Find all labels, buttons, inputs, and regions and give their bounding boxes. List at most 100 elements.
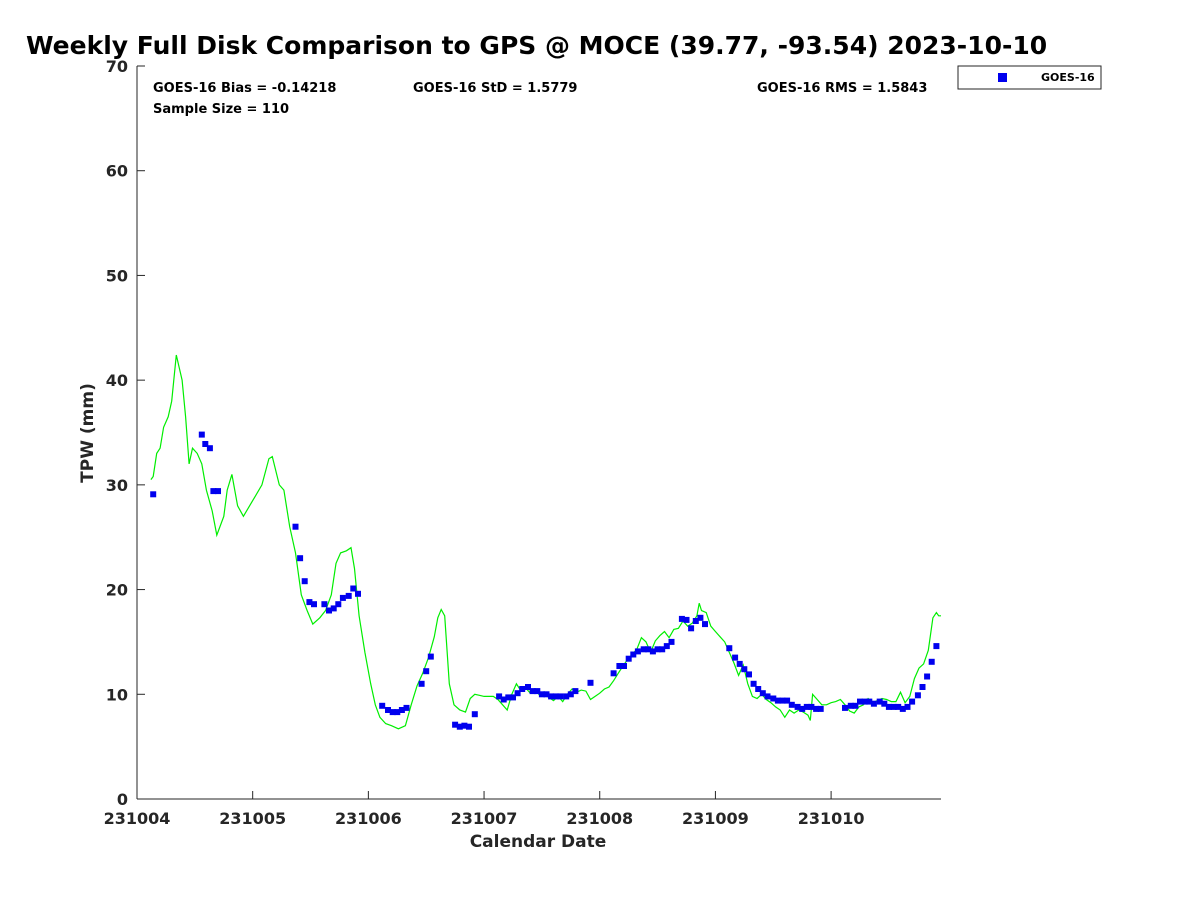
goes-16-point (389, 709, 396, 716)
goes-16-point (668, 638, 675, 645)
goes-16-point (895, 703, 902, 710)
goes-16-point (610, 670, 617, 677)
goes-16-point (870, 700, 877, 707)
legend-label-goes-16: GOES-16 (1041, 71, 1095, 84)
y-tick-label: 20 (106, 581, 128, 600)
goes-16-point (355, 590, 361, 597)
x-tick-label: 231008 (566, 809, 633, 828)
goes-16-point (842, 704, 848, 711)
goes-16-point (852, 702, 859, 709)
goes-16-point (496, 693, 503, 700)
goes-16-point (557, 693, 564, 700)
goes-16-point (625, 655, 632, 662)
goes-16-point (640, 646, 647, 653)
goes-16-point (385, 707, 391, 713)
goes-16-point (759, 690, 766, 697)
goes-16-point (471, 711, 478, 718)
goes-16-point (847, 702, 854, 709)
goes-16-point (326, 607, 332, 614)
goes-16-point (403, 704, 410, 711)
y-tick-label: 60 (106, 162, 128, 181)
goes-16-point (697, 614, 704, 621)
y-axis-ticks: 0 10 20 30 40 50 60 70 (106, 57, 145, 809)
goes-16-point (202, 441, 209, 447)
goes-16-point (746, 671, 752, 678)
goes-16-point (803, 703, 810, 710)
goes-16-point (817, 705, 824, 712)
y-tick-label: 50 (106, 266, 128, 285)
goes-16-point (774, 697, 781, 704)
goes-16-point (654, 646, 661, 653)
goes-16-point (799, 705, 806, 712)
std-annotation: GOES-16 StD = 1.5779 (413, 81, 577, 96)
goes-16-point (788, 701, 795, 708)
goes-16-point (456, 723, 463, 730)
goes-16-point (301, 578, 308, 585)
x-tick-label: 231007 (451, 809, 518, 828)
goes-16-point (587, 679, 594, 686)
goes-16-point (418, 680, 425, 687)
goes-16-point (904, 703, 911, 710)
goes-16-point (909, 698, 916, 705)
goes-16-point (311, 601, 317, 608)
goes-16-point (808, 703, 815, 710)
goes-16-point (552, 693, 559, 700)
goes-16-point (659, 646, 666, 653)
goes-16-point (621, 663, 627, 669)
goes-16-point (306, 599, 313, 606)
y-tick-label: 40 (106, 371, 128, 390)
goes-16-point (452, 721, 459, 728)
goes-16-point (534, 688, 541, 695)
y-tick-label: 10 (106, 685, 128, 704)
goes-16-point (567, 691, 574, 698)
x-tick-label: 231005 (219, 809, 286, 828)
goes-16-point (505, 694, 512, 701)
goes-16-point (210, 488, 217, 495)
y-tick-label: 30 (106, 476, 128, 495)
goes-16-point (321, 601, 328, 608)
goes-16-point (514, 690, 521, 697)
goes-16-point (500, 696, 507, 703)
goes-16-point (876, 698, 883, 705)
goes-16-point (616, 663, 623, 669)
goes-16-point (813, 705, 820, 712)
rms-annotation: GOES-16 RMS = 1.5843 (757, 81, 927, 96)
y-tick-label: 0 (117, 790, 128, 809)
goes-16-point (538, 691, 545, 698)
chart-title: Weekly Full Disk Comparison to GPS @ MOC… (26, 31, 1047, 60)
goes-16-point (702, 621, 708, 628)
goes-16-point (741, 666, 748, 673)
goes-16-point (150, 491, 157, 498)
x-tick-label: 231006 (335, 809, 402, 828)
goes-16-point (394, 709, 401, 716)
goes-16-point (928, 658, 935, 665)
goes-16-point (630, 651, 637, 658)
goes-16-point (794, 703, 801, 710)
goes-16-point (461, 722, 468, 729)
legend: GOES-16 (957, 65, 1102, 90)
gps-series-line (150, 354, 941, 730)
x-axis-ticks: 231004 231005 231006 231007 231008 231009 2310… (104, 791, 864, 828)
y-tick-label: 70 (106, 57, 128, 76)
legend-marker-goes-16 (998, 73, 1007, 82)
goes-16-point (764, 693, 771, 700)
goes-16-point (379, 702, 386, 709)
goes-16-point (861, 698, 868, 705)
plot-frame (136, 66, 941, 800)
goes-16-point (919, 684, 926, 690)
goes-16-point (890, 703, 897, 710)
goes-16-point (529, 688, 536, 695)
goes-16-point (784, 697, 791, 704)
goes-16-point (350, 585, 357, 592)
goes-16-point (732, 654, 739, 661)
goes-16-point (899, 705, 906, 712)
goes-16-point (770, 695, 777, 702)
x-tick-label: 231004 (104, 809, 171, 828)
goes-16-point (330, 605, 337, 612)
goes-16-point (292, 523, 299, 530)
goes-16-point (750, 680, 757, 687)
goes-16-point (755, 686, 762, 692)
goes-16-point (914, 692, 921, 699)
goes-16-point (423, 668, 430, 675)
goes-16-point (215, 488, 221, 495)
